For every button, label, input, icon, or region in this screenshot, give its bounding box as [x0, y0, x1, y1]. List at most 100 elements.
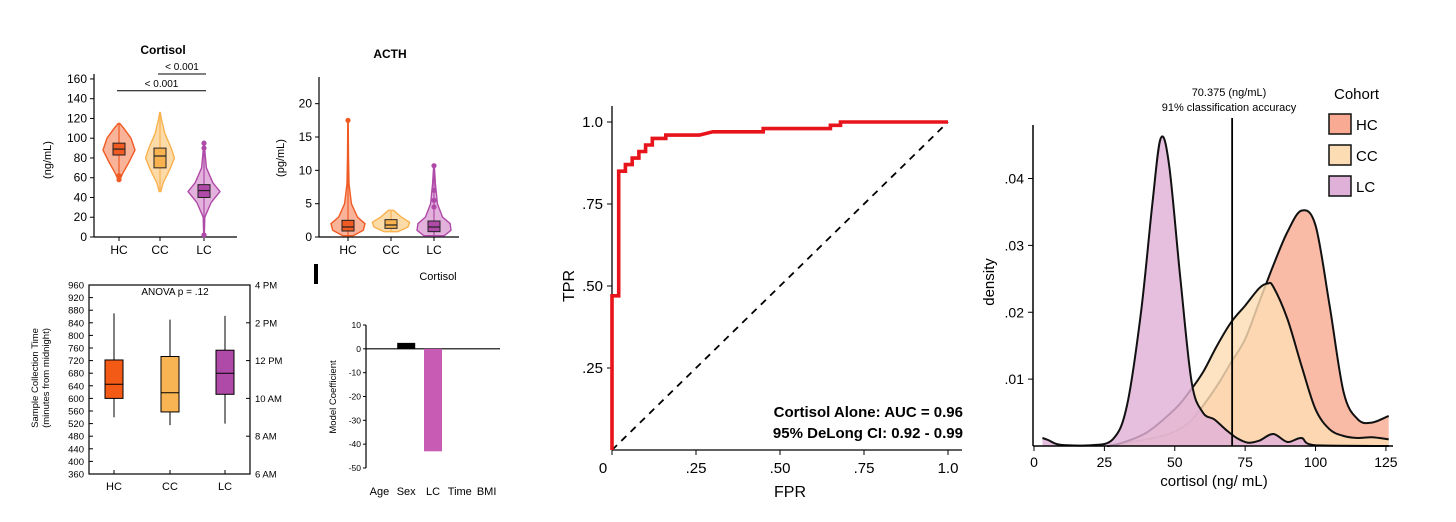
density-ylabel: density — [981, 258, 998, 306]
violin-box — [153, 147, 167, 169]
y-tick-label: .01 — [1005, 371, 1025, 387]
outlier-point — [201, 232, 207, 238]
y-tick-label: 120 — [67, 111, 87, 125]
acth-violin-ylabel: (pg/mL) — [275, 139, 287, 177]
outlier-point — [201, 140, 207, 146]
y-tick-label: 920 — [68, 293, 84, 304]
x-tick-label: 0 — [599, 460, 607, 477]
x-tick-label: 50 — [1167, 454, 1183, 470]
density-xlabel: cortisol (ng/ mL) — [1160, 473, 1268, 490]
x-tick-label: .75 — [854, 460, 875, 477]
y-tick-label: 10 — [299, 163, 313, 177]
y-tick-label: 720 — [68, 356, 84, 367]
outlier-point — [431, 163, 437, 169]
y-tick-label: .02 — [1005, 304, 1025, 320]
y-tick-label: 0 — [80, 230, 87, 244]
x-tick-label: LC — [218, 481, 232, 493]
x-tick-label: LC — [196, 243, 212, 257]
y-tick-label: 400 — [68, 457, 84, 468]
outlier-point — [116, 173, 122, 179]
outlier-point — [431, 187, 437, 193]
y-tick-label: 960 — [68, 281, 84, 292]
legend-label-cc: CC — [1356, 148, 1378, 165]
y-tick-label: 800 — [68, 331, 84, 342]
legend-title: Cohort — [1334, 86, 1380, 103]
x-tick-label: 75 — [1237, 454, 1253, 470]
panel-model-coefficient: Cortisol Model Coefficient 10 0 -10 -20 -30 -… — [314, 264, 500, 498]
y-tick-label: 20 — [74, 210, 88, 224]
y2-tick-label: 2 PM — [255, 318, 277, 329]
panel-density: density cortisol (ng/ mL) 70.375 (ng/mL)… — [981, 86, 1398, 490]
outlier-point — [431, 197, 437, 203]
box-body — [104, 359, 124, 399]
roc-ylabel: TPR — [561, 270, 578, 302]
coefficient-bar — [424, 348, 442, 452]
legend-swatch-lc — [1328, 175, 1352, 197]
panel-acth-violin: ACTH (pg/mL) 0 5 10 15 20 HC CC LC — [275, 47, 459, 257]
y-tick-label: 40 — [74, 190, 88, 204]
y-tick-label: .25 — [582, 360, 603, 377]
x-tick-label: 100 — [1304, 454, 1328, 470]
x-tick-label: HC — [339, 243, 357, 257]
cortisol-violin-ylabel: (ng/mL) — [42, 141, 54, 179]
outlier-point — [116, 177, 122, 183]
outlier-point — [201, 145, 207, 151]
x-tick-label: 0 — [1030, 454, 1038, 470]
box-body — [215, 349, 235, 395]
density-area-cc — [1107, 282, 1389, 446]
y-tick-label: 440 — [68, 444, 84, 455]
x-tick-label: HC — [110, 243, 128, 257]
density-area-hc — [1107, 210, 1389, 446]
legend-label-hc: HC — [1356, 117, 1378, 134]
y-tick-label: 560 — [68, 407, 84, 418]
y2-tick-label: 6 AM — [255, 470, 277, 481]
y-tick-label: 80 — [74, 151, 88, 165]
legend-swatch-hc — [1328, 113, 1352, 135]
x-tick-label: BMI — [477, 486, 497, 498]
threshold-label-value: 70.375 (ng/mL) — [1192, 87, 1267, 99]
significance-label: < 0.001 — [165, 62, 199, 73]
y-tick-label: 0 — [305, 230, 312, 244]
box-body — [160, 356, 180, 413]
y-tick-label: 160 — [67, 72, 87, 86]
chance-diagonal — [611, 121, 949, 451]
y-tick-label: -40 — [349, 439, 362, 449]
y-tick-label: .75 — [582, 196, 603, 213]
y-tick-label: 15 — [299, 130, 313, 144]
x-tick-label: CC — [162, 481, 178, 493]
outlier-point — [345, 117, 351, 123]
panel-marker — [314, 264, 318, 284]
roc-curve — [610, 120, 948, 450]
x-tick-label: CC — [382, 243, 400, 257]
x-tick-label: Sex — [397, 486, 416, 498]
y-tick-label: 60 — [74, 171, 88, 185]
violin-box — [341, 219, 355, 232]
y-tick-label: 480 — [68, 432, 84, 443]
y-tick-label: 100 — [67, 131, 87, 145]
coefficient-bar — [397, 342, 416, 349]
y-tick-label: 600 — [68, 394, 84, 405]
y-tick-label: 10 — [352, 320, 362, 330]
y-tick-label: 140 — [67, 92, 87, 106]
y-tick-label: 5 — [305, 197, 312, 211]
x-tick-label: Age — [370, 486, 390, 498]
legend-label-lc: LC — [1356, 179, 1375, 196]
y-tick-label: 880 — [68, 306, 84, 317]
model-coefficient-title: Cortisol — [419, 271, 456, 283]
y2-tick-label: 8 AM — [255, 432, 277, 443]
y-tick-label: .04 — [1005, 171, 1025, 187]
y-tick-label: 680 — [68, 369, 84, 380]
y-tick-label: 840 — [68, 318, 84, 329]
y-tick-label: -30 — [349, 415, 362, 425]
panel-collection-time: ANOVA p = .12 Sample Collection Time (mi… — [30, 281, 283, 494]
y-tick-label: -20 — [349, 392, 362, 402]
y2-tick-label: 10 AM — [255, 394, 282, 405]
y-tick-label: 360 — [68, 470, 84, 481]
model-coefficient-ylabel: Model Coefficient — [328, 360, 339, 434]
x-tick-label: LC — [426, 486, 440, 498]
x-tick-label: 1.0 — [938, 460, 959, 477]
collection-time-ylabel: Sample Collection Time — [30, 328, 41, 428]
x-tick-label: .50 — [770, 460, 791, 477]
collection-time-annotation: ANOVA p = .12 — [141, 287, 209, 298]
